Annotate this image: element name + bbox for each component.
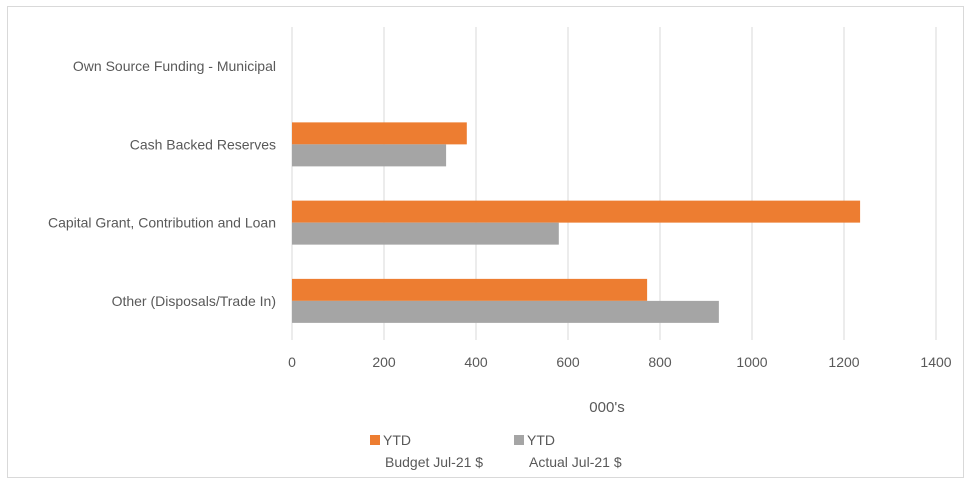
x-axis-title: 000's bbox=[589, 399, 624, 416]
bars bbox=[292, 122, 861, 323]
category-label: Other (Disposals/Trade In) bbox=[112, 293, 276, 309]
bar-actual bbox=[292, 222, 559, 245]
x-tick-label: 400 bbox=[464, 354, 488, 370]
category-labels: Own Source Funding - Municipal Cash Backe… bbox=[48, 58, 276, 309]
bar-budget bbox=[292, 200, 861, 223]
legend-label: YTD bbox=[527, 432, 555, 448]
bar-actual bbox=[292, 300, 719, 323]
x-tick-label: 1200 bbox=[828, 354, 859, 370]
x-tick-label: 1400 bbox=[920, 354, 951, 370]
legend-label: Actual Jul-21 $ bbox=[529, 454, 622, 470]
x-tick-label: 800 bbox=[648, 354, 672, 370]
legend: YTD Budget Jul-21 $ YTD Actual Jul-21 $ bbox=[370, 432, 622, 470]
x-tick-label: 0 bbox=[288, 354, 296, 370]
category-label: Cash Backed Reserves bbox=[130, 136, 276, 152]
legend-swatch bbox=[514, 435, 524, 445]
category-label: Own Source Funding - Municipal bbox=[73, 58, 276, 74]
x-tick-label: 1000 bbox=[736, 354, 767, 370]
bar-actual bbox=[292, 144, 447, 167]
legend-label: YTD bbox=[383, 432, 411, 448]
x-tick-labels: 0 200 400 600 800 1000 1200 1400 bbox=[288, 354, 952, 370]
bar-budget bbox=[292, 278, 648, 301]
x-tick-label: 600 bbox=[556, 354, 580, 370]
legend-swatch bbox=[370, 435, 380, 445]
bar-budget bbox=[292, 122, 467, 145]
x-tick-label: 200 bbox=[372, 354, 396, 370]
legend-label: Budget Jul-21 $ bbox=[385, 454, 483, 470]
category-label: Capital Grant, Contribution and Loan bbox=[48, 215, 276, 231]
